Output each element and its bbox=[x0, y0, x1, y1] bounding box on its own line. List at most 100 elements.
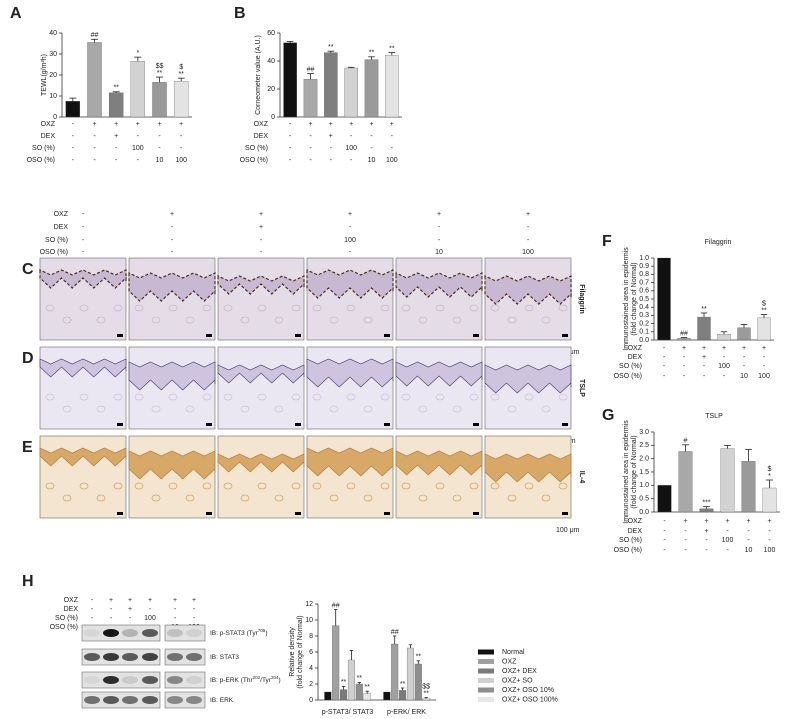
treatment-cell: - bbox=[743, 363, 746, 370]
follicle bbox=[490, 393, 500, 401]
treatment-cell: + bbox=[114, 133, 118, 140]
treatment-cell: 100 bbox=[718, 363, 730, 370]
blot-label: IB: ERK bbox=[210, 697, 234, 704]
bar bbox=[173, 81, 189, 118]
scale-bar bbox=[206, 423, 212, 426]
bar bbox=[283, 42, 297, 118]
bar bbox=[152, 82, 167, 118]
treatment-cell: 10 bbox=[745, 547, 753, 554]
follicle bbox=[202, 393, 212, 401]
significance-label: $ bbox=[179, 64, 183, 71]
y-tick-label: 2.5 bbox=[639, 442, 649, 449]
treatment-cell: - bbox=[747, 528, 750, 535]
follicle bbox=[363, 316, 373, 324]
micrograph bbox=[128, 257, 216, 341]
treatment-cell: - bbox=[289, 133, 292, 140]
legend-swatch bbox=[478, 678, 494, 683]
treatment-cell: 100 bbox=[132, 145, 144, 152]
scale-bar bbox=[384, 423, 390, 426]
treatment-label: OXZ bbox=[628, 518, 643, 525]
treatment-cell: + bbox=[128, 606, 132, 613]
treatment-cell: - bbox=[370, 133, 373, 140]
error-bar bbox=[408, 644, 413, 648]
bar bbox=[762, 487, 777, 513]
y-axis-label: TEWL(g/m²h) bbox=[41, 54, 48, 96]
significance-label: ** bbox=[157, 70, 163, 77]
y-tick-label: 2.0 bbox=[639, 456, 649, 463]
blot-band bbox=[103, 696, 119, 704]
blot-band bbox=[84, 676, 100, 684]
treatment-cell: - bbox=[330, 157, 333, 164]
error-bar bbox=[341, 686, 346, 690]
treatment-cell: - bbox=[110, 615, 113, 622]
follicle bbox=[185, 316, 195, 324]
follicle bbox=[185, 405, 195, 413]
blot-band bbox=[122, 696, 138, 704]
follicle bbox=[380, 393, 390, 401]
bar bbox=[391, 643, 399, 701]
blot-band bbox=[122, 629, 138, 637]
treatment-cell: + bbox=[526, 211, 530, 218]
treatment-cell: + bbox=[192, 597, 196, 604]
treatment-cell: - bbox=[193, 606, 196, 613]
blot-band bbox=[142, 653, 158, 661]
follicle bbox=[223, 304, 233, 312]
y-axis-label: Relative density bbox=[289, 627, 296, 677]
error-bar bbox=[90, 38, 99, 43]
bar bbox=[717, 334, 731, 341]
y-tick-label: 10 bbox=[49, 93, 57, 100]
chart-title: Filaggrin bbox=[705, 239, 732, 246]
treatment-cell: + bbox=[762, 345, 766, 352]
treatment-cell: - bbox=[527, 224, 530, 231]
bar bbox=[677, 338, 691, 341]
blot-strip bbox=[81, 624, 161, 642]
follicle bbox=[257, 304, 267, 312]
treatment-cell: + bbox=[704, 528, 708, 535]
treatment-cell: - bbox=[158, 145, 161, 152]
treatment-cell: + bbox=[109, 597, 113, 604]
error-bar bbox=[724, 444, 731, 449]
y-tick-label: 40 bbox=[49, 30, 57, 37]
stain-label: TSLP bbox=[578, 379, 585, 397]
epidermis bbox=[306, 358, 394, 388]
treatment-cell: - bbox=[370, 145, 373, 152]
follicle bbox=[96, 316, 106, 324]
follicle bbox=[490, 304, 500, 312]
error-bar bbox=[327, 50, 335, 53]
micrograph bbox=[395, 346, 483, 430]
error-bar bbox=[349, 650, 354, 660]
significance-label: ** bbox=[369, 50, 375, 57]
treatment-cell: - bbox=[72, 133, 75, 140]
treatment-label: OSO (%) bbox=[27, 157, 55, 164]
treatment-label: SO (%) bbox=[32, 145, 55, 152]
treatment-cell: + bbox=[148, 597, 152, 604]
epidermis bbox=[484, 453, 572, 483]
stain-label: Filaggrin bbox=[578, 284, 585, 314]
panel-letter: D bbox=[22, 350, 34, 367]
follicle bbox=[185, 494, 195, 502]
panel-letter: A bbox=[10, 5, 22, 22]
treatment-cell: - bbox=[663, 547, 666, 554]
treatment-cell: - bbox=[309, 157, 312, 164]
scale-bar bbox=[384, 512, 390, 515]
blot-label: IB: p-STAT3 (Tyr705) bbox=[210, 628, 267, 637]
treatment-cell: - bbox=[683, 373, 686, 380]
treatment-cell: - bbox=[683, 354, 686, 361]
blot-band bbox=[142, 696, 158, 704]
follicle bbox=[507, 494, 517, 502]
treatment-cell: - bbox=[768, 537, 771, 544]
follicle bbox=[291, 304, 301, 312]
blot-label-part: 202 bbox=[253, 675, 261, 680]
significance-label: ** bbox=[178, 71, 184, 78]
significance-label: * bbox=[136, 50, 139, 57]
follicle bbox=[401, 393, 411, 401]
bar bbox=[737, 327, 751, 341]
blot-strip bbox=[164, 691, 206, 709]
bar bbox=[678, 451, 693, 513]
scale-bar bbox=[295, 334, 301, 337]
y-tick-label: 1.0 bbox=[639, 255, 649, 262]
bar bbox=[657, 257, 671, 341]
treatment-cell: - bbox=[91, 606, 94, 613]
epidermis bbox=[395, 361, 483, 387]
y-tick-label: 40 bbox=[267, 58, 275, 65]
